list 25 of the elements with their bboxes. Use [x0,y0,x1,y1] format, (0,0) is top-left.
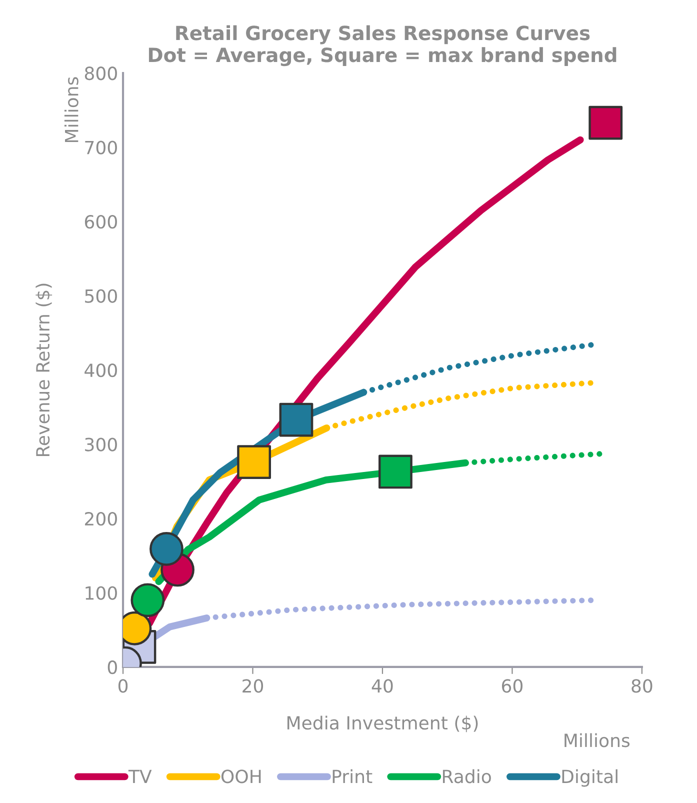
text: Millions [64,77,78,142]
y-tick-label: 300 [85,438,117,452]
legend-label: OOH [221,770,261,784]
y-tick-label: 400 [84,363,117,378]
x-axis-title: Media Investment ($) [287,716,478,732]
y-tick-label: 500 [85,289,117,303]
y-tick-label: 800 [84,66,117,80]
y-axis-title: Revenue Return ($) [36,284,52,456]
x-tick-label: 20 [242,679,264,693]
legend-label: Radio [442,769,491,784]
y-tick-label: 700 [85,140,117,154]
y-tick-label: 600 [84,215,117,229]
y-tick-label: 100 [86,586,117,600]
x-tick-label: 60 [502,679,522,693]
y-tick-label: 200 [85,512,117,526]
x-tick-label: 40 [372,679,393,693]
legend-label: Print [332,769,372,783]
x-tick-label: 0 [118,679,128,693]
chart-title: Retail Grocery Sales Response Curves Dot = Average, Square = max brand spend [148,25,616,66]
point [237,445,271,480]
y-tick-label: 0 [108,660,117,674]
x-tick-label: 80 [632,679,652,693]
legend-label: TV [128,770,152,783]
text: Millions [564,733,630,748]
legend-label: Digital [562,769,618,787]
